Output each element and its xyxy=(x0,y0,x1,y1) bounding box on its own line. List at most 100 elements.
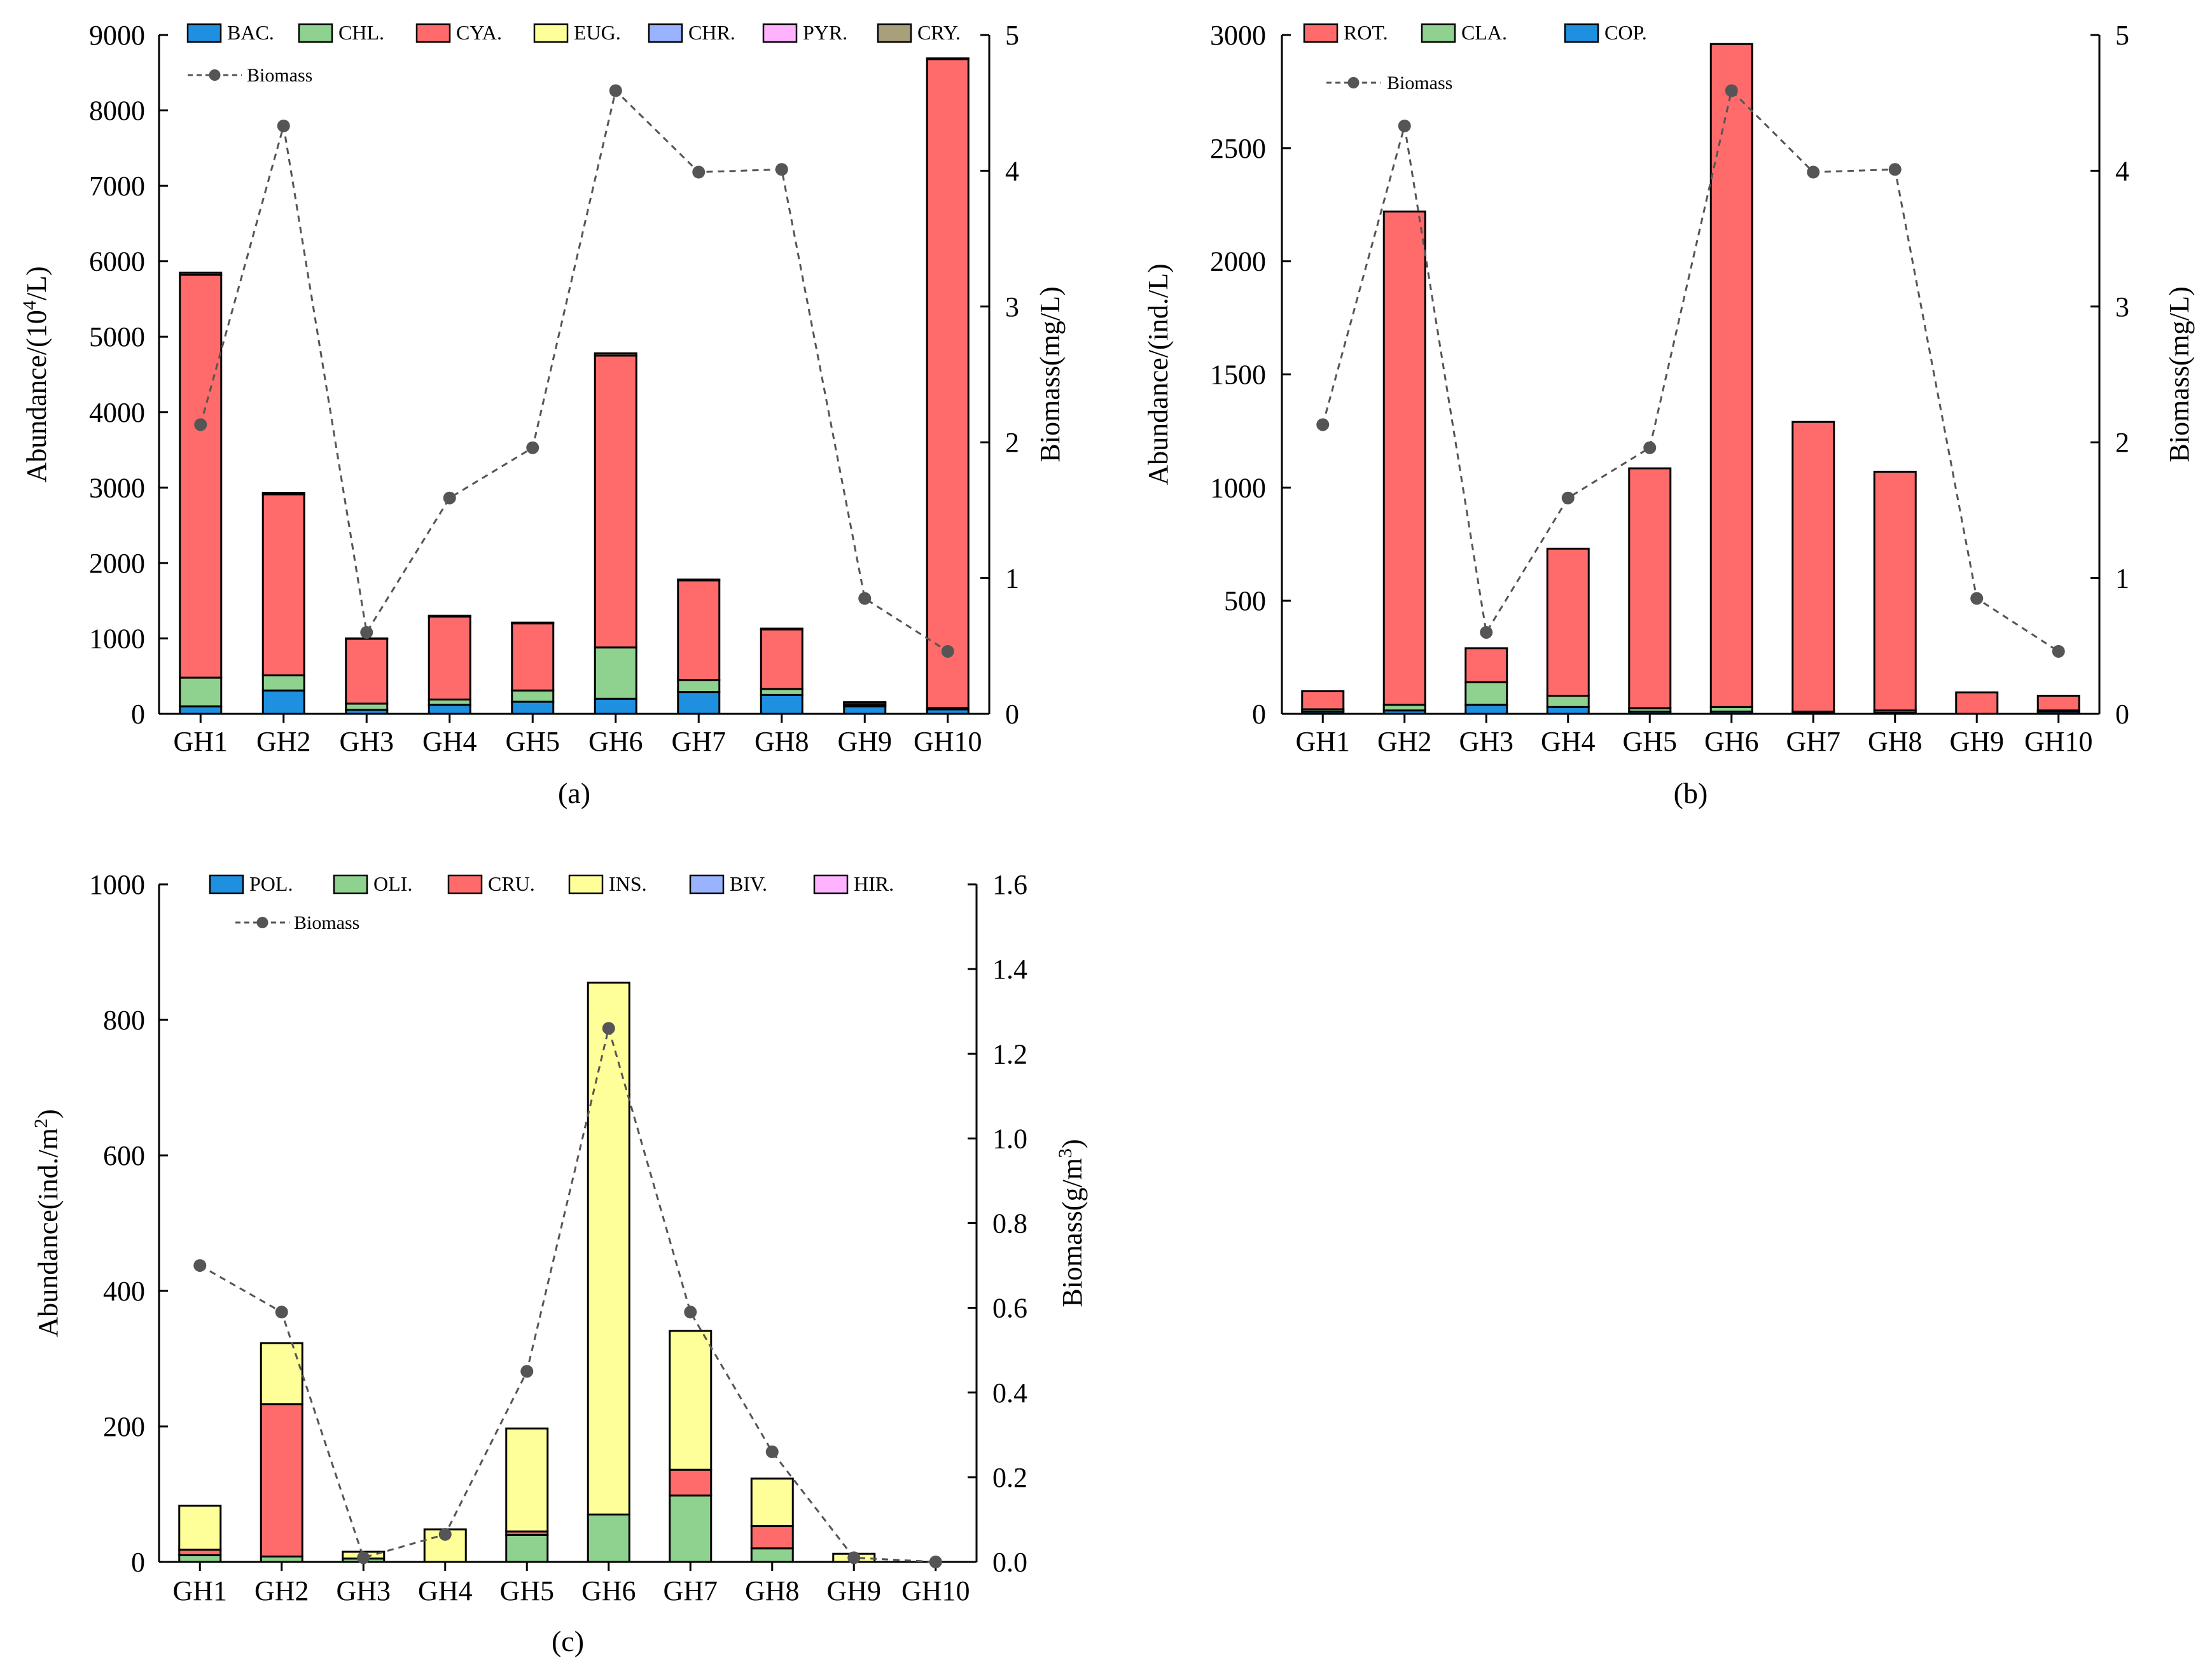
left-tick-label: 9000 xyxy=(89,20,145,51)
left-tick-label: 800 xyxy=(103,1005,145,1036)
axes: 0 500 1000 1500 2000 2500 3000 0 1 2 3 4 5 GH1 GH2 GH3 G… xyxy=(1210,20,2129,757)
bar-segment-bac-gh2 xyxy=(261,689,305,715)
y-axis-label-left: Abundance(ind./m2) xyxy=(31,1109,64,1337)
x-tick-label: GH7 xyxy=(1786,726,1840,757)
bar-segment-cla-gh4 xyxy=(1546,695,1590,708)
legend-label-biomass: Biomass xyxy=(294,912,359,933)
biomass-point-gh4 xyxy=(443,491,456,505)
biomass-point-gh9 xyxy=(1970,592,1984,605)
biomass-point-gh10 xyxy=(941,644,954,658)
x-tick-label: GH10 xyxy=(901,1575,970,1606)
right-tick-label: 1.2 xyxy=(992,1038,1027,1069)
right-tick-label: 2 xyxy=(1005,427,1019,458)
left-tick-label: 8000 xyxy=(89,95,145,127)
legend-swatch-chl xyxy=(298,23,333,43)
legend-swatch-cop xyxy=(1564,23,1599,43)
bar-segment-ins-gh7 xyxy=(669,1330,713,1471)
y-axis-label-left-sup: 4 xyxy=(19,300,40,310)
biomass-point-gh4 xyxy=(1561,491,1575,505)
bar-segment-cya-gh8 xyxy=(760,628,803,690)
x-tick-label: GH6 xyxy=(1704,726,1759,757)
y-axis-label-left-tail: ) xyxy=(32,1109,64,1118)
left-tick-label: 0 xyxy=(131,699,145,730)
biomass-point-gh9 xyxy=(847,1551,861,1564)
biomass-point-gh1 xyxy=(194,418,207,431)
legend-label-pyr: PYR. xyxy=(803,21,847,44)
legend-swatch-eug xyxy=(533,23,569,43)
bar-segment-cry-gh4 xyxy=(428,615,471,618)
bar-segment-cya-gh5 xyxy=(511,622,555,692)
x-tick-label: GH1 xyxy=(1295,726,1350,757)
legend-label-chr: CHR. xyxy=(688,21,735,44)
x-tick-label: GH8 xyxy=(745,1575,800,1606)
right-tick-label: 1.6 xyxy=(992,869,1027,900)
biomass-point-gh2 xyxy=(277,119,290,132)
bar-segment-rot-gh1 xyxy=(1301,690,1345,711)
bar-segment-cya-gh10 xyxy=(926,58,970,709)
legend-swatch-rot xyxy=(1303,23,1339,43)
panel-label: (c) xyxy=(552,1625,584,1657)
bar-segment-ins-gh2 xyxy=(260,1342,303,1405)
biomass-point-gh2 xyxy=(275,1306,288,1319)
right-tick-label: 3 xyxy=(2115,291,2129,323)
x-tick-label: GH1 xyxy=(172,1575,227,1606)
left-tick-label: 1500 xyxy=(1210,359,1266,391)
legend-label-biomass: Biomass xyxy=(1387,73,1452,94)
y-axis-label-left: Abundance/(104/L) xyxy=(19,266,52,482)
bar-segment-ins-gh8 xyxy=(750,1477,794,1528)
bar-segment-cya-gh4 xyxy=(428,615,471,700)
legend-label-biv: BIV. xyxy=(730,872,767,895)
left-tick-label: 500 xyxy=(1224,585,1266,617)
legend: ROT. CLA. COP. Biomass xyxy=(1303,21,1647,94)
right-tick-label: 2 xyxy=(2115,427,2129,458)
y-axis-label-left-sup: 2 xyxy=(31,1118,52,1128)
right-tick-label: 3 xyxy=(1005,291,1019,323)
right-tick-label: 1 xyxy=(2115,563,2129,594)
x-tick-label: GH2 xyxy=(256,726,311,757)
biomass-point-gh8 xyxy=(1888,163,1902,176)
bar-segment-rot-gh9 xyxy=(1955,691,1999,715)
legend-label-chl: CHL. xyxy=(338,21,384,44)
x-tick-label: GH7 xyxy=(663,1575,718,1606)
right-tick-label: 0.2 xyxy=(992,1462,1027,1493)
x-tick-label: GH6 xyxy=(588,726,643,757)
y-axis-label-left-tail: /L) xyxy=(21,266,52,300)
legend-label-rot: ROT. xyxy=(1344,21,1388,44)
bar-segment-cop-gh3 xyxy=(1464,704,1508,715)
bar-segment-cya-gh3 xyxy=(345,637,389,705)
bar-segment-bac-gh6 xyxy=(594,697,637,715)
x-tick-label: GH4 xyxy=(418,1575,473,1606)
biomass-point-gh5 xyxy=(520,1365,534,1378)
x-tick-label: GH3 xyxy=(336,1575,391,1606)
bar-segment-rot-gh10 xyxy=(2036,695,2080,712)
legend-swatch-cla xyxy=(1421,23,1456,43)
right-tick-label: 0 xyxy=(2115,699,2129,730)
bar-segment-ins-gh5 xyxy=(505,1427,549,1533)
legend-swatch-ins xyxy=(568,874,604,895)
biomass-point-gh6 xyxy=(609,84,622,97)
biomass-point-gh9 xyxy=(858,592,872,605)
left-tick-label: 7000 xyxy=(89,171,145,202)
legend-swatch-bac xyxy=(186,23,222,43)
bar-segment-chl-gh1 xyxy=(179,676,223,707)
biomass-point-gh3 xyxy=(360,625,373,639)
y-axis-label-right: Biomass(mg/L) xyxy=(2164,286,2195,462)
right-tick-label: 5 xyxy=(2115,20,2129,51)
legend-label-oli: OLI. xyxy=(373,872,412,895)
left-tick-label: 200 xyxy=(103,1411,145,1442)
panel-a: 0 1000 2000 3000 4000 5000 6000 7000 8000 9000 0 1 2… xyxy=(19,20,1066,809)
right-tick-label: 0 xyxy=(1005,699,1019,730)
axes: 0 1000 2000 3000 4000 5000 6000 7000 8000 9000 0 1 2… xyxy=(89,20,1019,757)
biomass-point-gh7 xyxy=(1807,165,1820,179)
x-tick-label: GH5 xyxy=(505,726,560,757)
right-tick-label: 1.4 xyxy=(992,954,1027,985)
bar-segment-rot-gh3 xyxy=(1464,647,1508,683)
axes: 0 200 400 600 800 1000 0.0 0.2 0.4 0.6 0.8 1.0 1.2 1.… xyxy=(89,869,1027,1606)
right-tick-label: 1.0 xyxy=(992,1123,1027,1154)
legend-biomass-marker xyxy=(256,917,268,928)
left-tick-label: 3000 xyxy=(89,472,145,503)
legend-label-cop: COP. xyxy=(1604,21,1647,44)
left-tick-label: 400 xyxy=(103,1276,145,1307)
x-tick-label: GH7 xyxy=(671,726,726,757)
